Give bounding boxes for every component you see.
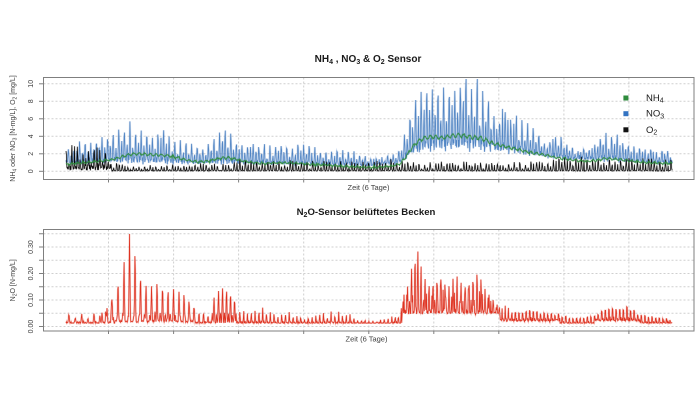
svg-text:2: 2 xyxy=(28,152,35,156)
svg-text:4: 4 xyxy=(28,134,35,138)
svg-text:8: 8 xyxy=(28,99,35,103)
svg-text:O2: O2 xyxy=(646,125,657,137)
svg-text:10: 10 xyxy=(28,80,35,88)
svg-text:Zeit (6 Tage): Zeit (6 Tage) xyxy=(348,183,390,192)
svg-text:NO3: NO3 xyxy=(646,109,664,121)
svg-text:0: 0 xyxy=(28,169,35,173)
svg-text:N2O [N-mg/L]: N2O [N-mg/L] xyxy=(10,259,18,301)
svg-text:6: 6 xyxy=(28,117,35,121)
svg-text:0.10: 0.10 xyxy=(28,293,35,307)
svg-text:Zeit (6 Tage): Zeit (6 Tage) xyxy=(346,335,388,344)
svg-text:0.30: 0.30 xyxy=(28,240,35,254)
svg-text:NH4 , NO3 & O2 Sensor: NH4 , NO3 & O2 Sensor xyxy=(315,54,422,66)
svg-text:N2O-Sensor belüftetes Becken: N2O-Sensor belüftetes Becken xyxy=(297,207,436,219)
svg-text:0.00: 0.00 xyxy=(28,320,35,334)
svg-text:NH4: NH4 xyxy=(646,93,664,105)
svg-text:NH4 oder NO3 [N-mg/L], O2 [mg/: NH4 oder NO3 [N-mg/L], O2 [mg/L] xyxy=(10,75,18,181)
svg-text:0.20: 0.20 xyxy=(28,267,35,281)
